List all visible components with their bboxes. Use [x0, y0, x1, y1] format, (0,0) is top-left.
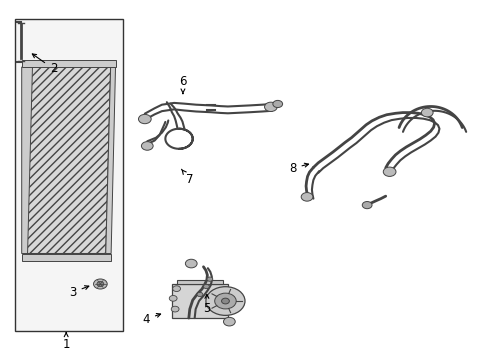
Circle shape — [185, 259, 197, 268]
Text: 6: 6 — [179, 75, 187, 94]
Circle shape — [301, 193, 313, 201]
Circle shape — [383, 167, 396, 176]
Circle shape — [273, 100, 283, 108]
Circle shape — [172, 286, 180, 292]
Circle shape — [223, 318, 235, 326]
Text: 4: 4 — [143, 312, 161, 326]
Circle shape — [207, 277, 213, 281]
Circle shape — [169, 296, 177, 301]
Circle shape — [221, 298, 229, 304]
Text: 1: 1 — [62, 333, 70, 351]
Circle shape — [197, 292, 203, 297]
Polygon shape — [22, 60, 116, 67]
Text: 7: 7 — [181, 169, 194, 186]
Circle shape — [139, 114, 151, 124]
Circle shape — [203, 284, 209, 289]
Polygon shape — [26, 67, 111, 253]
Circle shape — [362, 202, 372, 209]
Circle shape — [142, 141, 153, 150]
Polygon shape — [106, 67, 116, 253]
Text: 3: 3 — [69, 286, 89, 299]
Polygon shape — [22, 253, 111, 261]
Bar — [176, 280, 223, 284]
Bar — [15, 19, 123, 330]
Bar — [172, 284, 228, 318]
Circle shape — [265, 102, 277, 112]
Circle shape — [215, 293, 236, 309]
Text: 8: 8 — [289, 162, 309, 175]
Circle shape — [97, 282, 104, 287]
Polygon shape — [22, 67, 32, 253]
Text: 2: 2 — [32, 54, 57, 75]
Text: 5: 5 — [203, 294, 211, 315]
Circle shape — [206, 287, 245, 315]
Circle shape — [421, 108, 433, 117]
Circle shape — [171, 306, 179, 312]
Circle shape — [94, 279, 107, 289]
